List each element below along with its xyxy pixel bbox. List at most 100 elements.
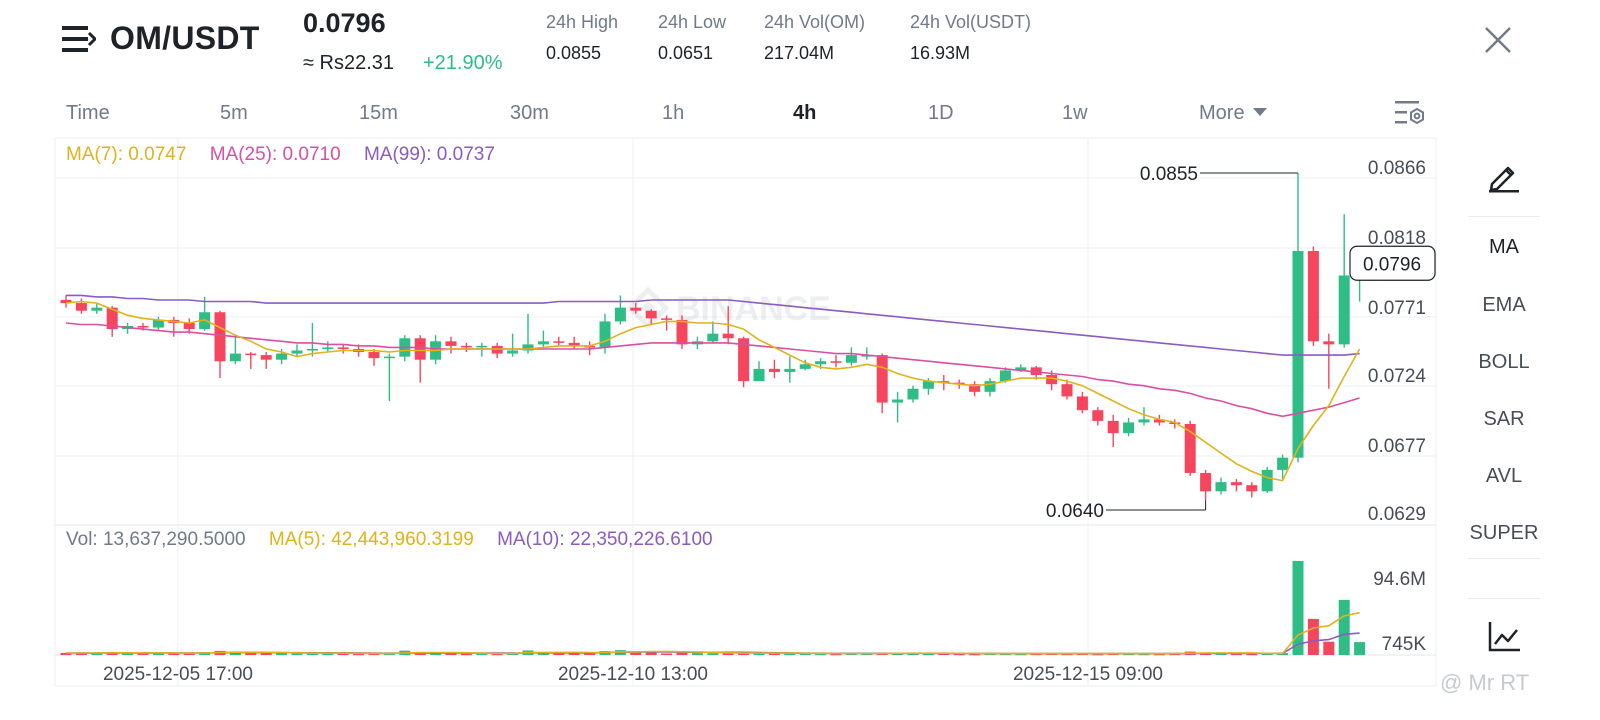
tab-15m[interactable]: 15m [359,102,398,124]
candle [368,348,380,366]
volume-bar [969,653,981,656]
volume-bar [1230,653,1242,656]
volume-bar [1338,599,1350,655]
volume-bar [245,653,257,655]
volume-bar [922,653,934,656]
tab-30m[interactable]: 30m [510,102,549,124]
candle [507,333,519,357]
volume-bar [661,653,673,655]
candle [399,335,411,362]
candle-body [306,348,318,351]
pencil-icon[interactable] [1486,158,1522,194]
candle [322,341,334,353]
indicator-ma-button[interactable]: MA [1489,236,1519,258]
tab-4h[interactable]: 4h [793,102,817,124]
time-tick-label: 2025-12-15 09:00 [1013,664,1163,685]
candle-body [214,312,226,362]
candle [306,322,318,357]
indicator-super-button[interactable]: SUPER [1469,522,1539,544]
volume-bar [60,652,72,655]
indicator-avl-button[interactable]: AVL [1485,465,1523,487]
candle-body [1246,485,1258,492]
candle [1200,469,1212,501]
candle-body [537,341,549,345]
candle-body [907,388,919,400]
candle [1307,246,1319,346]
chart-grid [54,137,1437,687]
candle-body [522,344,534,351]
candle-body [614,307,626,322]
candle [861,347,873,360]
tab-1w[interactable]: 1w [1062,102,1088,124]
candle [645,309,657,325]
indicator-boll-button[interactable]: BOLL [1478,351,1530,373]
last-price: 0.0796 [303,8,386,38]
volume-bar [152,652,164,655]
line-chart-icon[interactable] [1486,620,1522,654]
candle-body [645,310,657,319]
chart-settings-icon[interactable] [1394,98,1426,128]
volume-bar [276,653,288,655]
volume-bar [137,653,149,655]
fiat-price: ≈ Rs22.31 [303,52,395,74]
candle [753,361,765,382]
candle [245,352,257,369]
volume-bar [183,653,195,655]
candle [1061,379,1073,400]
candle-body [368,352,380,359]
volume-tick-label: 94.6M [1373,569,1426,590]
volume-bar [1292,560,1304,655]
indicator-sar-button[interactable]: SAR [1483,408,1525,430]
candle-body [337,347,349,349]
candle-body [1153,419,1165,423]
candle [630,303,642,314]
candle [1184,420,1196,477]
candle-body [322,347,334,349]
indicator-ema-button[interactable]: EMA [1482,294,1526,316]
candle [383,353,395,402]
main-indicator-legend: MA(7): 0.0747 MA(25): 0.0710 MA(99): 0.0… [66,144,513,166]
stat-label: 24h Vol(USDT) [910,12,1032,32]
stat-24h-low: 24h Low 0.0651 [658,12,726,64]
candle-body [799,364,811,369]
volume-bar [707,653,719,655]
candle [984,378,996,397]
vol-ma10-label: MA(10): 22,350,226.6100 [497,529,713,550]
candle-body [830,361,842,363]
current-price-label: 0.0796 [1363,254,1421,275]
candle-body [738,338,750,382]
vol-ma10-line [66,632,1360,655]
volume-bar [1307,618,1319,655]
author-watermark: @ Mr RT [1440,670,1530,695]
tab-more[interactable]: More [1199,102,1267,125]
price-tick-label: 0.0677 [1368,436,1426,457]
candle-body [707,333,719,342]
candle [1338,214,1350,348]
candle-body [106,307,118,330]
candle-body [276,353,288,360]
candle-body [137,326,149,328]
menu-lines-icon[interactable] [62,24,96,54]
volume-bar [353,653,365,656]
tab-1h[interactable]: 1h [662,102,685,124]
tab-time[interactable]: Time [66,102,110,124]
volume-bar [368,653,380,655]
pair-title[interactable]: OM/USDT [110,20,260,56]
candle [553,336,565,346]
candle-body [661,318,673,320]
candle [537,330,549,348]
tab-more-label: More [1199,102,1245,124]
close-icon[interactable] [1482,24,1514,56]
change-percent: +21.90% [423,52,503,74]
tab-5m[interactable]: 5m [220,102,248,124]
stat-24h-high: 24h High 0.0855 [546,12,618,64]
ma25-label: MA(25): 0.0710 [209,144,341,165]
candle [768,359,780,379]
candle-body [1076,396,1088,411]
tab-1d[interactable]: 1D [928,102,954,124]
candle [260,352,272,369]
volume-bar [1015,653,1027,656]
volume-bar [815,653,827,656]
volume-bar [1092,653,1104,656]
